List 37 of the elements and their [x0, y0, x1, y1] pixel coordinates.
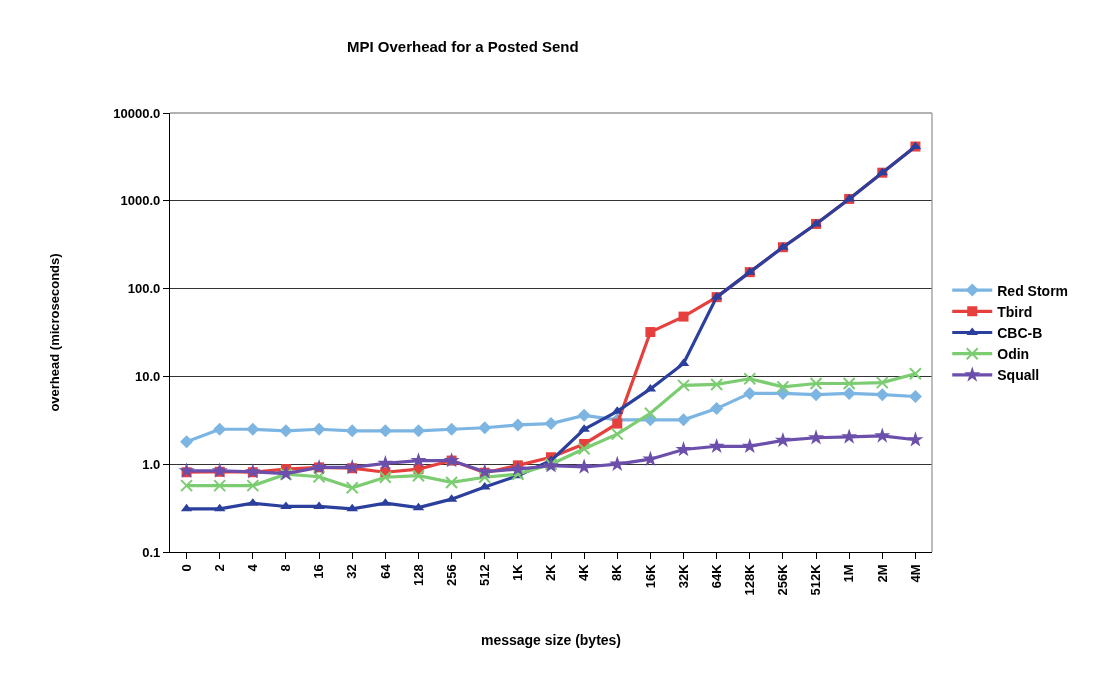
x-tick-label: 8 — [278, 564, 294, 572]
x-tick-label: 2K — [543, 563, 559, 581]
x-tick-label: 4 — [245, 563, 261, 572]
x-tick-label: 2 — [211, 564, 227, 572]
legend-label: CBC-B — [997, 324, 1043, 341]
x-tick-label: 1M — [841, 564, 857, 583]
y-tick-label: 1.0 — [142, 456, 161, 472]
x-tick-label: 8K — [609, 563, 625, 581]
y-tick-label: 10000.0 — [113, 105, 161, 121]
x-axis-title: message size (bytes) — [480, 631, 622, 648]
x-tick-label: 16 — [311, 564, 327, 579]
x-tick-label: 32K — [675, 563, 691, 589]
x-tick-label: 512K — [808, 563, 824, 596]
y-tick-label: 100.0 — [127, 281, 161, 297]
x-tick-label: 128 — [410, 564, 426, 587]
x-tick-label: 0 — [178, 564, 194, 572]
y-tick-label: 0.1 — [142, 544, 161, 560]
x-tick-label: 128K — [742, 563, 758, 596]
legend-label: Odin — [997, 346, 1030, 363]
y-tick-label: 1000.0 — [120, 193, 161, 209]
x-tick-label: 512 — [476, 564, 492, 587]
x-tick-label: 64K — [708, 563, 724, 589]
x-tick-label: 64 — [377, 563, 393, 579]
y-axis-title: overhead (microseconds) — [47, 253, 63, 412]
x-tick-label: 1K — [510, 563, 526, 581]
chart-title: MPI Overhead for a Posted Send — [346, 38, 579, 56]
legend-label: Red Storm — [997, 282, 1069, 299]
x-tick-label: 4K — [576, 563, 592, 581]
x-tick-label: 256K — [775, 563, 791, 596]
legend-label: Tbird — [997, 303, 1033, 320]
x-tick-label: 16K — [642, 563, 658, 589]
y-tick-label: 10.0 — [134, 368, 161, 384]
x-tick-label: 2M — [874, 564, 890, 583]
x-tick-label: 4M — [907, 564, 923, 583]
legend-label: Squall — [997, 367, 1040, 384]
x-tick-label: 32 — [344, 564, 360, 579]
x-tick-label: 256 — [443, 564, 459, 587]
